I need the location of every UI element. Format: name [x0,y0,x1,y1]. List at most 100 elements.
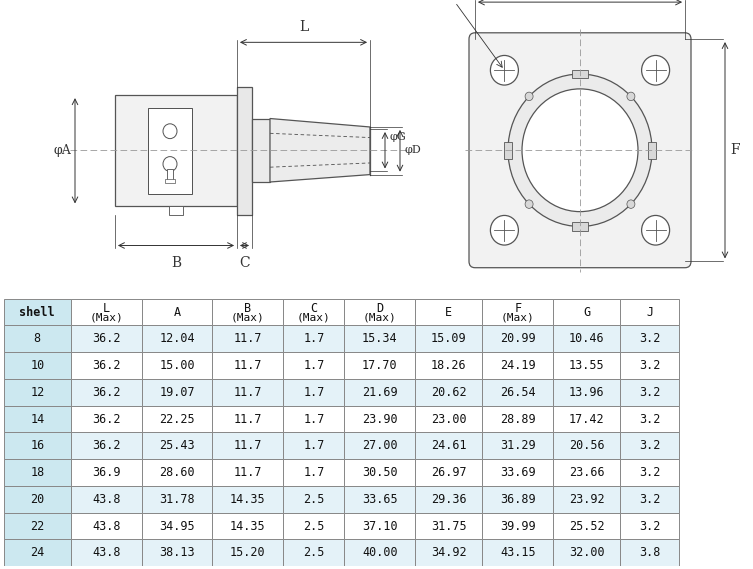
Text: 36.2: 36.2 [92,439,120,452]
Text: (Max): (Max) [501,313,535,323]
Bar [620,459,679,486]
Bar [283,379,344,406]
Text: 14.35: 14.35 [230,493,266,506]
Text: 3.2: 3.2 [639,332,660,345]
Bar [148,108,192,193]
Circle shape [525,200,533,208]
Text: 2.5: 2.5 [303,546,325,559]
Bar [553,379,620,406]
Bar [415,325,483,352]
Text: L: L [299,20,308,34]
Bar [4,325,71,352]
Bar [252,118,270,182]
Text: 38.13: 38.13 [160,546,195,559]
Text: (Max): (Max) [90,313,123,323]
Text: 25.52: 25.52 [569,519,605,533]
Bar [553,539,620,566]
Text: 11.7: 11.7 [233,332,262,345]
Bar [142,325,212,352]
Bar [71,513,142,539]
Circle shape [525,92,533,101]
Bar [4,486,71,513]
Bar [165,179,175,183]
Bar [483,379,553,406]
Text: J: J [646,306,654,319]
Bar [212,486,283,513]
Text: C: C [239,256,250,270]
Circle shape [522,89,638,212]
Bar [71,299,142,325]
Bar [142,459,212,486]
Bar [283,406,344,432]
Bar [4,406,71,432]
Bar [283,513,344,539]
Text: 36.2: 36.2 [92,413,120,426]
Text: 24: 24 [30,546,44,559]
Text: 32.00: 32.00 [569,546,605,559]
Bar [283,325,344,352]
Bar [648,142,656,159]
Text: 24.61: 24.61 [431,439,467,452]
Bar [212,513,283,539]
Bar [553,432,620,459]
Text: 36.2: 36.2 [92,332,120,345]
Bar [212,539,283,566]
Text: 12: 12 [30,386,44,399]
Text: B: B [244,302,252,315]
Bar [142,432,212,459]
Bar [212,299,283,325]
Text: 37.10: 37.10 [362,519,398,533]
Text: 3.2: 3.2 [639,493,660,506]
Text: 30.50: 30.50 [362,466,398,479]
Bar [142,352,212,379]
Bar [620,379,679,406]
Bar [483,432,553,459]
Bar [142,379,212,406]
Bar [415,379,483,406]
Bar [415,432,483,459]
Circle shape [642,55,669,85]
Text: 14.35: 14.35 [230,519,266,533]
Text: 43.8: 43.8 [92,519,120,533]
Text: 15.09: 15.09 [431,332,467,345]
Text: 26.97: 26.97 [431,466,467,479]
Text: 10: 10 [30,359,44,372]
Text: C: C [310,302,318,315]
Text: 3.2: 3.2 [639,413,660,426]
Bar [620,513,679,539]
Text: (Max): (Max) [363,313,397,323]
Text: 13.55: 13.55 [569,359,605,372]
Text: 28.89: 28.89 [500,413,535,426]
Circle shape [627,200,635,208]
Bar [4,299,71,325]
Bar [4,513,71,539]
Bar [71,539,142,566]
Text: G: G [583,306,590,319]
Bar [71,486,142,513]
Bar [415,299,483,325]
Text: 3.2: 3.2 [639,466,660,479]
Text: 3.8: 3.8 [639,546,660,559]
Bar [483,486,553,513]
Bar [167,170,173,182]
Bar [415,486,483,513]
Text: 33.65: 33.65 [362,493,398,506]
Text: 43.8: 43.8 [92,546,120,559]
Bar [483,406,553,432]
Text: 11.7: 11.7 [233,466,262,479]
Circle shape [163,156,177,171]
Bar [212,432,283,459]
Circle shape [490,216,518,245]
Text: 21.69: 21.69 [362,386,398,399]
Bar [344,406,415,432]
Bar [4,459,71,486]
Text: 36.89: 36.89 [500,493,535,506]
Bar [553,299,620,325]
Bar [572,222,588,230]
Text: 31.78: 31.78 [160,493,195,506]
Bar [4,432,71,459]
Text: F: F [730,143,739,157]
Text: 19.07: 19.07 [160,386,195,399]
Text: 8: 8 [34,332,41,345]
Bar [504,142,512,159]
